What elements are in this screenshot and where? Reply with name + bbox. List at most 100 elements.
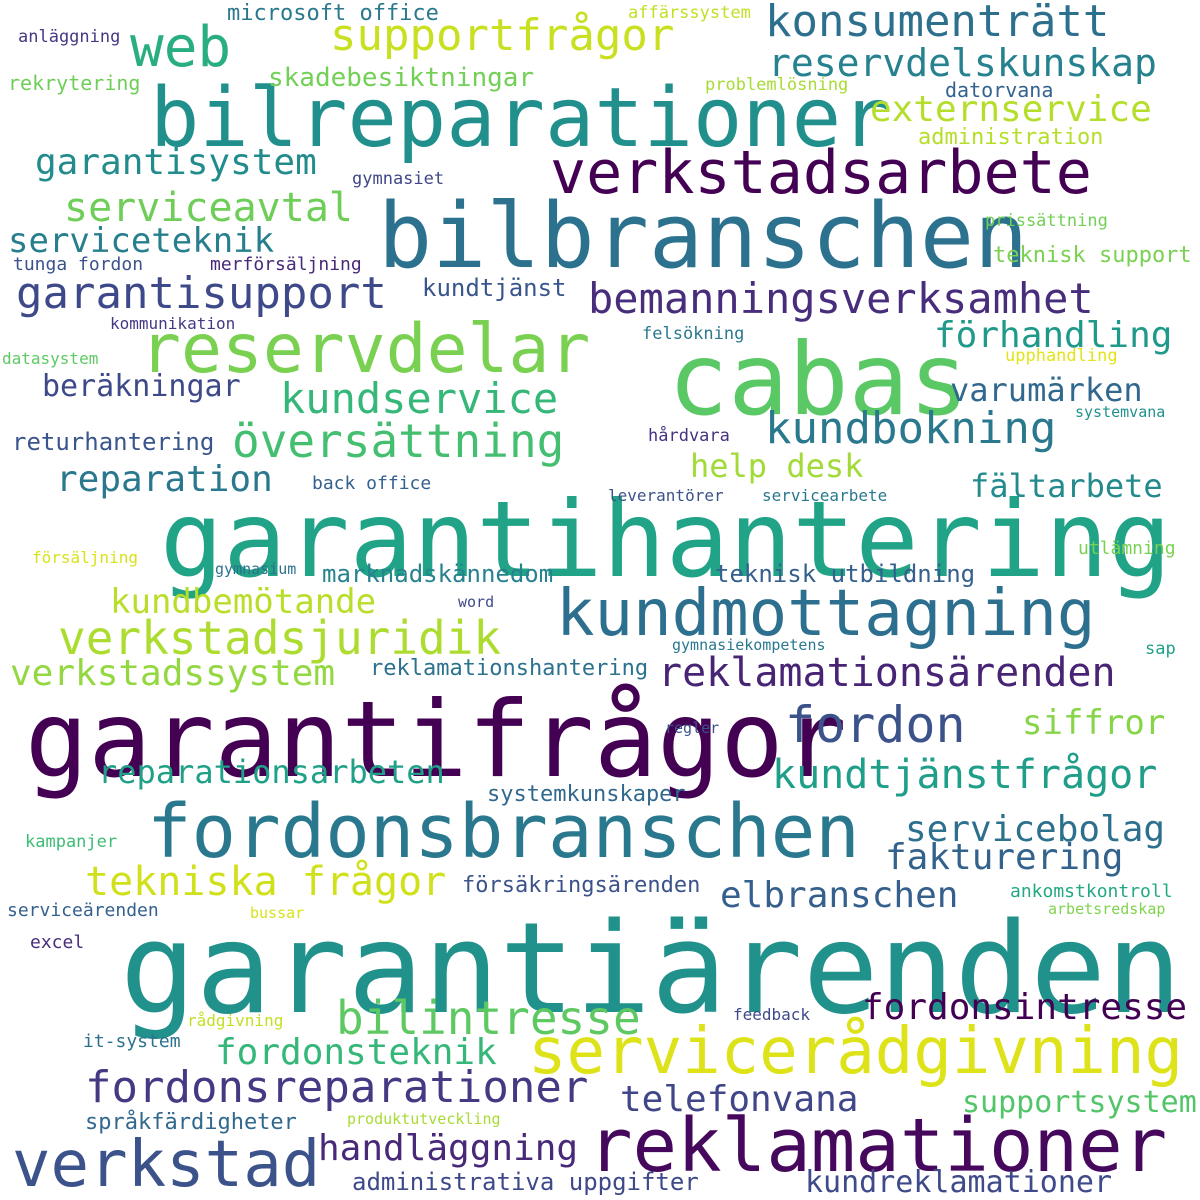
- word-verkstad: verkstad: [12, 1128, 321, 1200]
- word-fordonsintresse: fordonsintresse: [862, 987, 1188, 1028]
- word-radgivning: rådgivning: [187, 1011, 284, 1030]
- word-kundmottagning: kundmottagning: [556, 577, 1096, 651]
- word-faltarbete: fältarbete: [970, 467, 1163, 505]
- word-problemlosning: problemlösning: [705, 75, 849, 95]
- word-feedback: feedback: [733, 1005, 811, 1024]
- word-word: word: [458, 593, 495, 611]
- word-gymnasium: gymnasium: [215, 560, 297, 578]
- word-reklamationshantering: reklamationshantering: [370, 656, 649, 681]
- word-prissattning: prissättning: [985, 211, 1108, 231]
- word-reservdelar: reservdelar: [140, 310, 591, 389]
- word-garantisupport: garantisupport: [16, 268, 387, 319]
- word-servicearbete: servicearbete: [762, 486, 888, 505]
- word-back-office: back office: [312, 473, 432, 494]
- word-utlamning: utlämning: [1078, 538, 1176, 559]
- word-kundtjanstfragor: kundtjänstfrågor: [772, 752, 1158, 798]
- word-sprakfardigheter: språkfärdigheter: [85, 1110, 297, 1135]
- word-gymnasiekompetens: gymnasiekompetens: [672, 636, 826, 654]
- word-reservdelskunskap: reservdelskunskap: [768, 41, 1157, 85]
- word-excel: excel: [30, 932, 85, 953]
- word-forhandling: förhandling: [934, 315, 1173, 356]
- word-kundreklamationer: kundreklamationer: [805, 1165, 1113, 1200]
- word-fordon: fordon: [785, 696, 966, 754]
- word-elbranschen: elbranschen: [720, 875, 959, 916]
- word-rekrytering: rekrytering: [8, 71, 141, 95]
- word-sap: sap: [1145, 639, 1176, 659]
- word-verkstadsarbete: verkstadsarbete: [550, 138, 1092, 208]
- word-kundservice: kundservice: [280, 374, 559, 423]
- word-garantifragor: garantifrågor: [25, 679, 847, 801]
- word-returhantering: returhantering: [12, 428, 215, 456]
- word-bilintresse: bilintresse: [336, 991, 641, 1045]
- word-fordonsbranschen: fordonsbranschen: [147, 789, 860, 875]
- word-produktutveckling: produktutveckling: [347, 1110, 501, 1128]
- word-garantiarenden: garantiärenden: [120, 895, 1183, 1042]
- word-telefonvana: telefonvana: [620, 1079, 859, 1120]
- word-fordonsteknik: fordonsteknik: [215, 1032, 497, 1073]
- word-merforsaljning: merförsäljning: [210, 254, 362, 275]
- word-reparation: reparation: [56, 459, 273, 500]
- word-tunga-fordon: tunga fordon: [13, 254, 144, 275]
- word-reklamationer: reklamationer: [588, 1103, 1168, 1189]
- word-gymnasiet: gymnasiet: [352, 169, 445, 189]
- word-forsaljning: försäljning: [32, 548, 138, 567]
- word-handlaggning: handläggning: [318, 1128, 579, 1169]
- word-help-desk: help desk: [690, 447, 864, 485]
- word-microsoft-office: microsoft office: [227, 1, 439, 26]
- word-kundbemotande: kundbemötande: [110, 582, 377, 622]
- word-fordonsreparationer: fordonsreparationer: [85, 1062, 589, 1113]
- word-teknisk-support: teknisk support: [993, 243, 1192, 268]
- word-skadebesiktningar: skadebesiktningar: [268, 63, 535, 93]
- word-upphandling: upphandling: [1005, 346, 1118, 366]
- word-bilbranschen: bilbranschen: [378, 184, 1029, 289]
- word-verkstadssystem: verkstadssystem: [10, 653, 336, 694]
- word-bussar: bussar: [250, 904, 305, 922]
- word-teknisk-utbildning: teknisk utbildning: [715, 560, 976, 588]
- word-berakningar: beräkningar: [42, 369, 241, 404]
- word-garantisystem: garantisystem: [35, 142, 317, 183]
- word-fakturering: fakturering: [885, 837, 1124, 878]
- word-externservice: externservice: [870, 89, 1152, 130]
- word-serviceradgivning: servicerådgivning: [528, 1015, 1184, 1089]
- word-datorvana: datorvana: [945, 78, 1054, 102]
- word-forsakringsarenden: försäkringsärenden: [462, 873, 701, 898]
- word-anlaggning: anläggning: [18, 27, 121, 47]
- word-hardvara: hårdvara: [648, 426, 730, 446]
- word-it-system: it-system: [83, 1031, 181, 1052]
- word-oversattning: översättning: [232, 414, 565, 468]
- word-kampanjer: kampanjer: [25, 832, 118, 852]
- word-supportsystem: supportsystem: [962, 1085, 1197, 1120]
- word-leverantorer: leverantörer: [608, 486, 724, 505]
- word-web: web: [130, 15, 232, 80]
- word-systemvana: systemvana: [1075, 403, 1166, 421]
- word-kundbokning: kundbokning: [765, 403, 1057, 454]
- word-kundtjanst: kundtjänst: [422, 274, 567, 302]
- word-garantihantering: garantihantering: [160, 479, 1172, 601]
- word-marknadskannedom: marknadskännedom: [322, 560, 554, 588]
- word-datasystem: datasystem: [2, 349, 99, 368]
- word-varumarken: varumärken: [950, 371, 1143, 409]
- word-konsumentratt: konsumenträtt: [765, 0, 1110, 47]
- word-serviceavtal: serviceavtal: [64, 185, 353, 231]
- word-administration: administration: [918, 125, 1104, 150]
- word-servicebolag: servicebolag: [905, 809, 1166, 850]
- word-supportfragor: supportfrågor: [330, 10, 675, 61]
- word-bilreparationer: bilreparationer: [150, 71, 891, 166]
- word-ankomstkontroll: ankomstkontroll: [1010, 881, 1173, 902]
- word-systemkunskaper: systemkunskaper: [487, 782, 686, 807]
- word-kommunikation: kommunikation: [110, 314, 236, 333]
- word-servicearenden: serviceärenden: [7, 900, 159, 921]
- word-reklamationsarenden: reklamationsärenden: [658, 650, 1116, 696]
- word-felsokning: felsökning: [642, 324, 745, 344]
- word-cabas: cabas: [668, 321, 970, 438]
- word-reparationsarbeten: reparationsarbeten: [98, 753, 445, 791]
- word-regler: regler: [665, 719, 720, 737]
- word-siffror: siffror: [1022, 703, 1166, 743]
- word-tekniska-fragor: tekniska frågor: [85, 859, 447, 905]
- word-administrativa-uppgifter: administrativa uppgifter: [352, 1168, 699, 1196]
- word-arbetsredskap: arbetsredskap: [1048, 900, 1166, 918]
- word-affarssystem: affärssystem: [628, 3, 751, 23]
- word-serviceteknik: serviceteknik: [8, 221, 275, 261]
- word-bemanningsverksamhet: bemanningsverksamhet: [588, 274, 1094, 323]
